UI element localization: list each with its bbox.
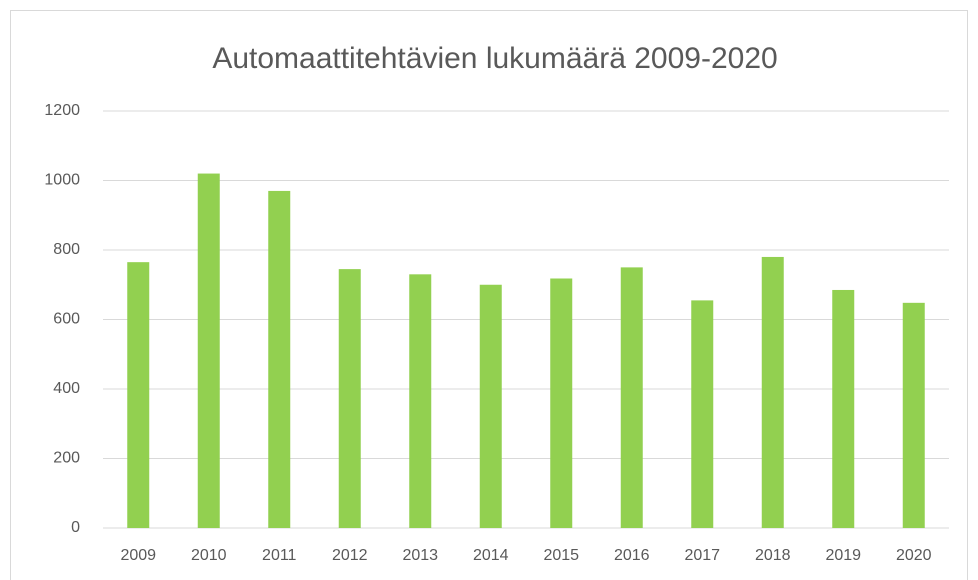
bar [550, 278, 573, 528]
bar [479, 284, 502, 528]
chart-title: Automaattitehtävien lukumäärä 2009-2020 [212, 42, 777, 75]
bar [691, 300, 714, 528]
y-tick-label: 0 [71, 519, 80, 536]
x-tick-label: 2010 [191, 547, 227, 564]
y-tick-label: 800 [53, 241, 80, 258]
x-tick-label: 2009 [120, 547, 156, 564]
y-tick-label: 1200 [44, 102, 80, 119]
x-tick-label: 2012 [332, 547, 368, 564]
bar [127, 262, 150, 528]
x-tick-label: 2016 [614, 547, 650, 564]
x-tick-label: 2020 [896, 547, 932, 564]
x-tick-label: 2015 [543, 547, 579, 564]
bar [409, 274, 432, 528]
x-tick-label: 2017 [684, 547, 720, 564]
bar [197, 173, 220, 529]
x-tick-label: 2019 [825, 547, 861, 564]
y-tick-label: 400 [53, 380, 80, 397]
bar [620, 267, 643, 528]
x-tick-label: 2014 [473, 547, 509, 564]
y-tick-label: 1000 [44, 172, 80, 189]
x-tick-label: 2018 [755, 547, 791, 564]
y-tick-label: 600 [53, 311, 80, 328]
bar [268, 190, 291, 529]
x-tick-label: 2013 [402, 547, 438, 564]
x-tick-label: 2011 [262, 547, 297, 564]
y-tick-label: 200 [53, 450, 80, 467]
bar [902, 302, 925, 528]
bar [338, 269, 361, 528]
bar [832, 289, 855, 528]
bar [761, 256, 784, 528]
